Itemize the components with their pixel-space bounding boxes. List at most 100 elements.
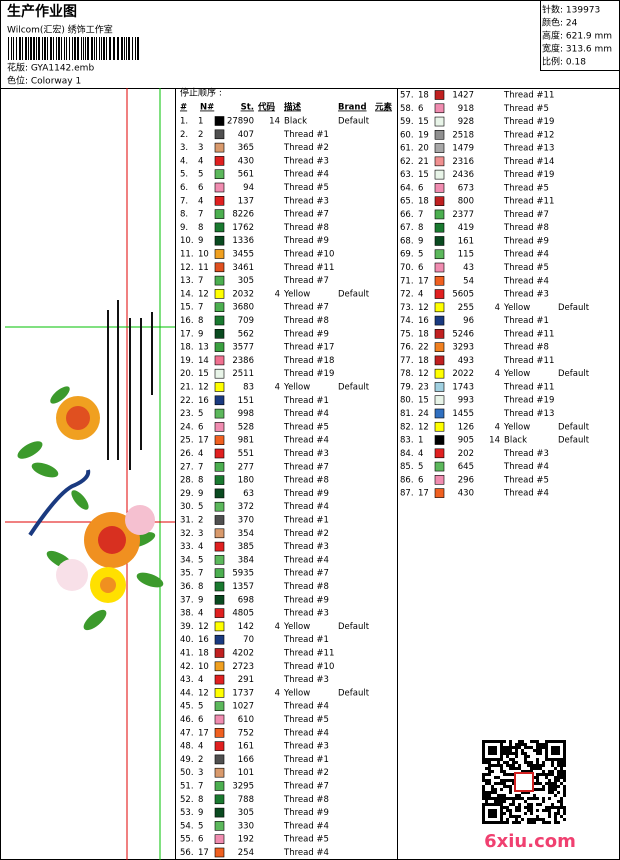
qr-cell xyxy=(503,779,506,782)
stitches: 161 xyxy=(238,742,254,752)
row-number: 20. xyxy=(180,369,194,379)
color-swatch xyxy=(214,528,225,539)
color-swatch xyxy=(214,116,225,126)
qr-cell xyxy=(515,809,518,812)
qr-cell xyxy=(563,770,566,773)
qr-cell xyxy=(488,764,491,767)
description: Thread #5 xyxy=(503,263,549,273)
qr-cell xyxy=(530,818,533,821)
qr-cell xyxy=(551,782,554,785)
bar xyxy=(30,37,32,60)
row-number: 6. xyxy=(180,183,188,193)
qr-cell xyxy=(563,773,566,776)
qr-cell xyxy=(527,791,530,794)
qr-cell xyxy=(536,749,539,752)
color-swatch xyxy=(214,461,225,472)
needle: 7 xyxy=(198,569,203,579)
qr-cell xyxy=(542,746,545,749)
qr-cell xyxy=(533,797,536,800)
qr-cell xyxy=(512,767,515,770)
qr-cell xyxy=(533,749,536,752)
qr-cell xyxy=(557,746,560,749)
stitches: 998 xyxy=(238,409,254,419)
qr-cell xyxy=(539,788,542,791)
description: Thread #3 xyxy=(503,449,549,459)
stitches: 2518 xyxy=(452,130,474,140)
color-swatch xyxy=(434,130,445,140)
qr-cell xyxy=(500,821,503,824)
qr-cell xyxy=(548,797,551,800)
qr-cell xyxy=(491,749,494,752)
studio: Wilcom(汇宏) 绣饰工作室 xyxy=(7,24,113,36)
row-number: 18. xyxy=(180,343,194,353)
qr-cell xyxy=(482,746,485,749)
qr-cell xyxy=(560,776,563,779)
qr-cell xyxy=(560,758,563,761)
qr-cell xyxy=(557,812,560,815)
qr-cell xyxy=(488,746,491,749)
needle: 4 xyxy=(418,290,423,300)
color-swatch xyxy=(214,767,225,778)
qr-cell xyxy=(548,815,551,818)
qr-code xyxy=(482,740,566,824)
qr-cell xyxy=(497,758,500,761)
description: Yellow xyxy=(503,369,530,379)
qr-cell xyxy=(509,749,512,752)
qr-cell xyxy=(536,815,539,818)
stitches: 27890 xyxy=(227,117,254,127)
stitches: 70 xyxy=(243,635,254,645)
qr-cell xyxy=(524,800,527,803)
color-swatch xyxy=(214,342,225,352)
row-number: 17. xyxy=(180,329,194,339)
stitches: 291 xyxy=(238,675,254,685)
needle: 5 xyxy=(198,702,203,712)
bar xyxy=(137,37,139,60)
color-swatch xyxy=(214,555,225,565)
color-swatch xyxy=(214,315,225,326)
qr-cell xyxy=(512,779,515,782)
stitches: 354 xyxy=(238,529,254,539)
needle: 4 xyxy=(418,449,423,459)
stitches: 83 xyxy=(243,383,254,393)
qr-cell xyxy=(500,794,503,797)
needle: 5 xyxy=(418,250,423,260)
needle: 6 xyxy=(418,104,423,114)
qr-cell xyxy=(488,794,491,797)
qr-cell xyxy=(557,752,560,755)
qr-cell xyxy=(563,794,566,797)
description: Yellow xyxy=(283,289,310,299)
description: Thread #1 xyxy=(283,755,329,765)
stitches: 372 xyxy=(238,502,254,512)
description: Thread #8 xyxy=(283,223,329,233)
color-swatch xyxy=(214,209,225,219)
qr-cell xyxy=(539,746,542,749)
description: Thread #19 xyxy=(503,117,554,127)
needle: 17 xyxy=(418,489,429,499)
color-swatch xyxy=(214,701,225,712)
description: Thread #1 xyxy=(283,130,329,140)
stitches: 5935 xyxy=(232,569,254,579)
qr-cell xyxy=(563,755,566,758)
color-swatch xyxy=(214,648,225,658)
color-swatch xyxy=(214,275,225,286)
stitches: 2316 xyxy=(452,157,474,167)
stitches: 562 xyxy=(238,329,254,339)
stitches: 1427 xyxy=(452,91,474,101)
needle: 4 xyxy=(198,449,203,459)
row-number: 25. xyxy=(180,436,194,446)
stitches: 1336 xyxy=(232,236,254,246)
description: Thread #9 xyxy=(283,489,329,499)
qr-cell xyxy=(491,821,494,824)
needle: 4 xyxy=(198,742,203,752)
qr-cell xyxy=(494,821,497,824)
color-swatch xyxy=(434,355,445,366)
qr-cell xyxy=(491,788,494,791)
qr-cell xyxy=(554,788,557,791)
qr-cell xyxy=(527,809,530,812)
stitches: 928 xyxy=(458,117,474,127)
qr-cell xyxy=(542,743,545,746)
qr-cell xyxy=(515,743,518,746)
qr-cell xyxy=(536,767,539,770)
color-swatch xyxy=(214,222,225,233)
